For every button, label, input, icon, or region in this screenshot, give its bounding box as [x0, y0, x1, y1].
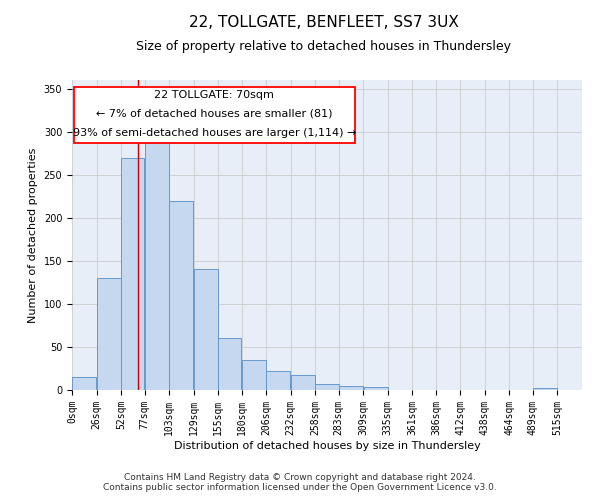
- Text: Size of property relative to detached houses in Thundersley: Size of property relative to detached ho…: [137, 40, 511, 53]
- Bar: [121, 158, 145, 390]
- FancyBboxPatch shape: [74, 87, 355, 143]
- Text: 93% of semi-detached houses are larger (1,114) →: 93% of semi-detached houses are larger (…: [73, 128, 356, 138]
- Bar: [169, 200, 193, 390]
- Bar: [339, 386, 363, 390]
- Bar: [316, 384, 338, 390]
- Text: Contains HM Land Registry data © Crown copyright and database right 2024.
Contai: Contains HM Land Registry data © Crown c…: [103, 473, 497, 492]
- Bar: [145, 140, 169, 390]
- Bar: [364, 388, 388, 390]
- X-axis label: Distribution of detached houses by size in Thundersley: Distribution of detached houses by size …: [173, 440, 481, 450]
- Bar: [97, 278, 121, 390]
- Bar: [533, 388, 557, 390]
- Bar: [242, 360, 266, 390]
- Bar: [72, 377, 96, 390]
- Text: ← 7% of detached houses are smaller (81): ← 7% of detached houses are smaller (81): [96, 108, 332, 118]
- Bar: [194, 270, 218, 390]
- Bar: [218, 338, 241, 390]
- Y-axis label: Number of detached properties: Number of detached properties: [28, 148, 38, 322]
- Text: 22, TOLLGATE, BENFLEET, SS7 3UX: 22, TOLLGATE, BENFLEET, SS7 3UX: [189, 15, 459, 30]
- Text: 22 TOLLGATE: 70sqm: 22 TOLLGATE: 70sqm: [154, 90, 274, 101]
- Bar: [266, 371, 290, 390]
- Bar: [291, 376, 315, 390]
